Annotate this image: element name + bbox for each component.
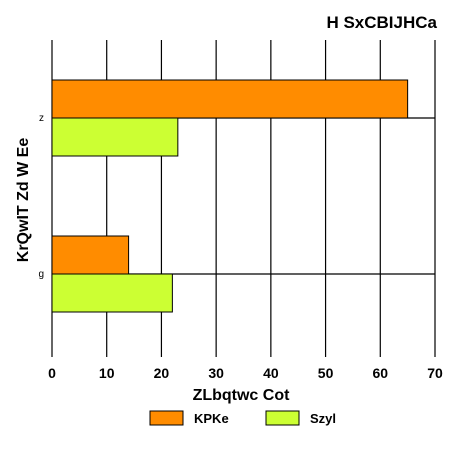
- bar-KPKe-g: [51, 235, 130, 275]
- x-tick-label-5: 50: [318, 365, 334, 381]
- legend: KPKe Szyl: [149, 410, 336, 426]
- x-tick-label-0: 0: [48, 365, 56, 381]
- y-tick-label-0: z: [39, 113, 44, 124]
- bars: [51, 79, 409, 313]
- y-tick-labels: zg: [38, 113, 44, 280]
- y-axis-label: KrQwIT Zd W Ee: [15, 138, 32, 263]
- bar-KPKe-z: [51, 79, 409, 119]
- chart-title: H SxCBIJHCa: [326, 13, 437, 32]
- legend-swatch-series-2: [265, 410, 300, 426]
- x-tick-label-3: 30: [208, 365, 224, 381]
- x-tick-label-4: 40: [263, 365, 279, 381]
- legend-swatch-series-1: [149, 410, 184, 426]
- legend-label-series-1: KPKe: [194, 411, 229, 426]
- x-tick-labels: 0 10 20 30 40 50 60 70: [48, 365, 443, 381]
- bar-Szyl-g: [51, 273, 173, 313]
- x-tick-label-2: 20: [154, 365, 170, 381]
- y-tick-label-1: g: [38, 269, 44, 280]
- x-tick-label-1: 10: [99, 365, 115, 381]
- bar-Szyl-z: [51, 117, 179, 157]
- x-tick-label-6: 60: [372, 365, 388, 381]
- legend-label-series-2: Szyl: [310, 411, 336, 426]
- x-axis-label: ZLbqtwc Cot: [193, 387, 291, 404]
- x-tick-label-7: 70: [427, 365, 443, 381]
